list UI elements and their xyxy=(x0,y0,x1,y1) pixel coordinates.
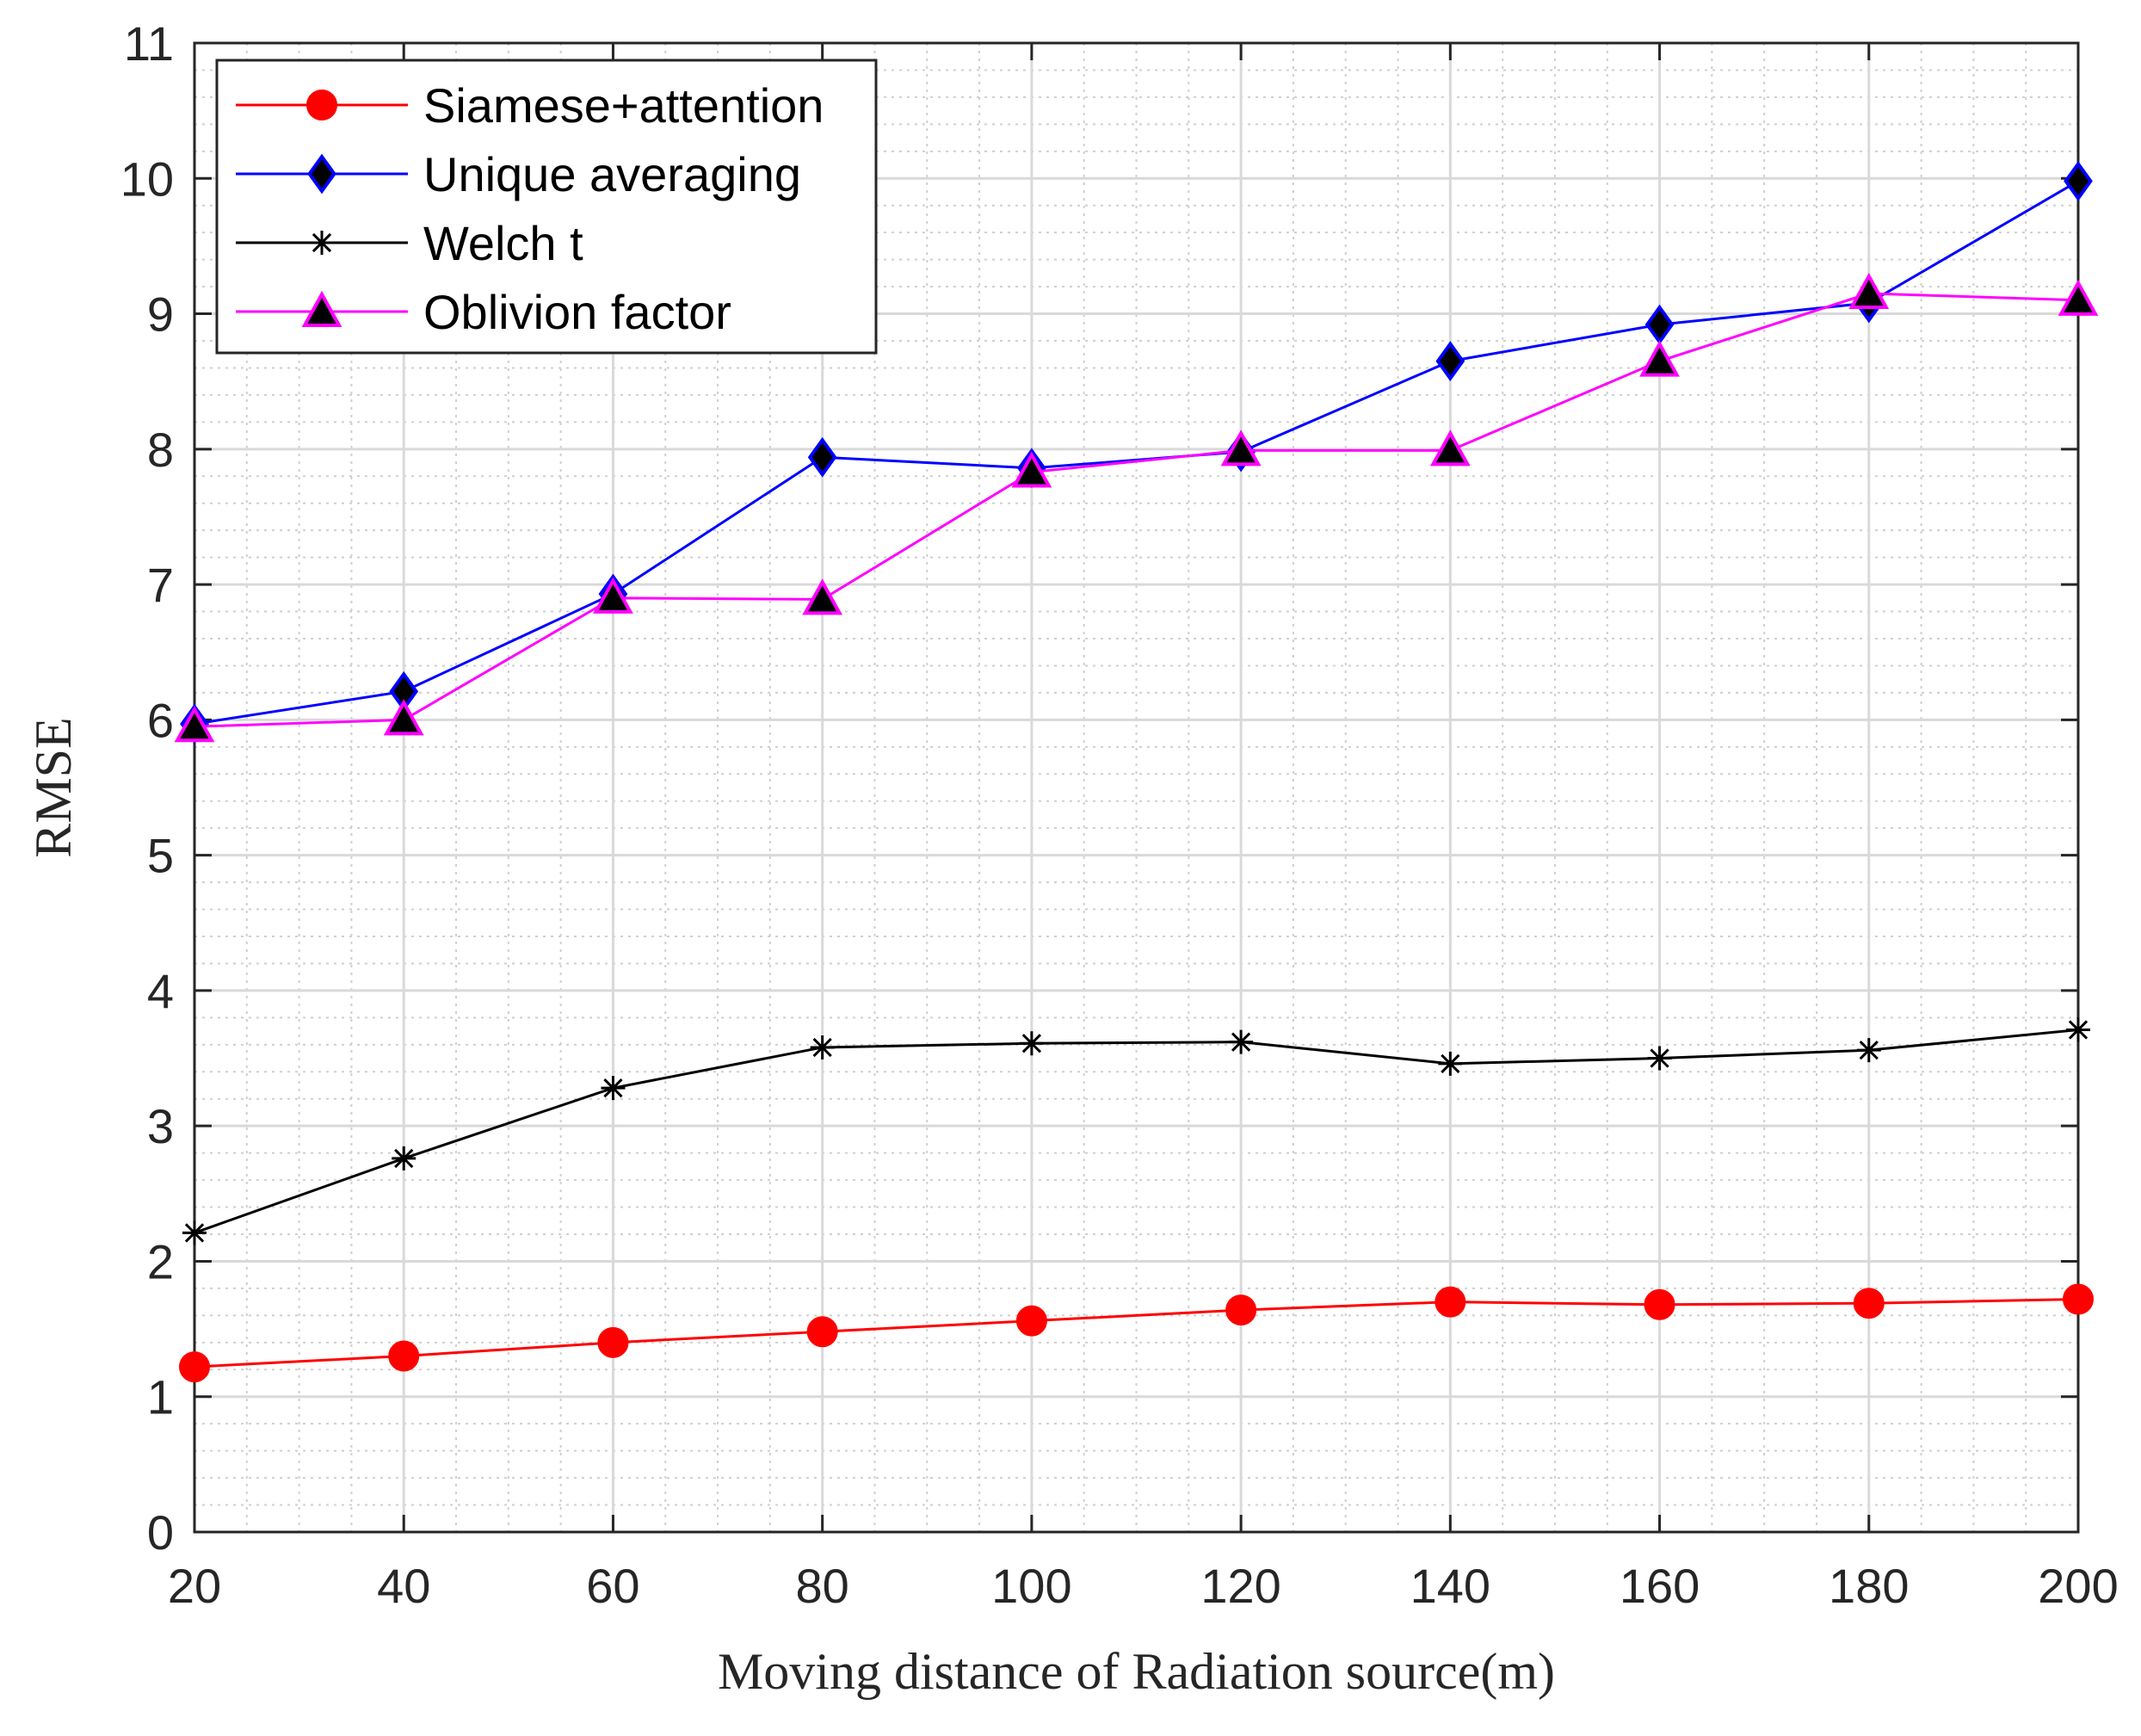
y-tick-label: 10 xyxy=(120,151,174,206)
data-point-marker xyxy=(2063,1283,2094,1315)
y-tick-label: 2 xyxy=(147,1234,174,1288)
x-tick-label: 20 xyxy=(168,1559,221,1613)
legend-item: Siamese+attention xyxy=(236,78,824,133)
series-siamese-attention xyxy=(179,1283,2094,1383)
legend-label: Oblivion factor xyxy=(423,285,731,339)
y-tick-label: 6 xyxy=(147,693,174,747)
data-point-marker xyxy=(1229,1029,1254,1054)
tick-marks xyxy=(193,41,2080,1534)
data-point-marker xyxy=(1644,1288,1675,1320)
data-point-marker xyxy=(2066,1017,2090,1042)
series-layer xyxy=(174,160,2099,1383)
x-tick-label: 180 xyxy=(1829,1559,1909,1613)
data-point-marker xyxy=(1429,429,1471,466)
x-tick-label: 100 xyxy=(991,1559,1071,1613)
data-point-marker xyxy=(1015,1305,1047,1337)
plot-area-border xyxy=(193,41,2080,1534)
y-tick-label: 9 xyxy=(147,287,174,342)
data-point-marker xyxy=(1019,1031,1044,1056)
data-point-marker xyxy=(1639,340,1680,377)
data-point-marker xyxy=(601,1076,626,1101)
legend-marker xyxy=(307,153,336,195)
legend-marker xyxy=(301,290,342,327)
data-point-marker xyxy=(1220,429,1262,466)
y-tick-label: 1 xyxy=(147,1370,174,1424)
y-tick-label: 8 xyxy=(147,423,174,477)
data-point-marker xyxy=(597,1326,629,1358)
legend: Siamese+attention Unique averaging Welch t… xyxy=(215,59,878,355)
legend-marker xyxy=(310,231,334,255)
data-point-marker xyxy=(392,1146,416,1171)
data-point-marker xyxy=(810,1035,835,1060)
x-tick-label: 140 xyxy=(1410,1559,1490,1613)
x-tick-label: 120 xyxy=(1200,1559,1280,1613)
y-axis-title: RMSE xyxy=(25,717,82,857)
data-point-marker xyxy=(1225,1294,1257,1326)
x-tick-label: 160 xyxy=(1620,1559,1700,1613)
series-line xyxy=(194,1029,2079,1234)
data-point-marker xyxy=(2064,160,2093,201)
data-point-marker xyxy=(1435,1286,1466,1318)
data-point-marker xyxy=(802,578,843,615)
series-oblivion-factor xyxy=(174,272,2099,743)
data-point-marker xyxy=(179,1351,210,1383)
data-point-marker xyxy=(1853,1288,1885,1319)
x-tick-label: 200 xyxy=(2038,1559,2118,1613)
data-point-marker xyxy=(2058,279,2099,316)
legend-label: Welch t xyxy=(423,216,583,270)
data-point-marker xyxy=(1435,341,1465,382)
x-tick-label: 80 xyxy=(796,1559,849,1613)
data-point-marker xyxy=(1011,451,1052,488)
legend-item: Oblivion factor xyxy=(236,285,731,339)
y-tick-label: 0 xyxy=(147,1505,174,1560)
series-line xyxy=(194,1297,2079,1368)
data-point-marker xyxy=(1438,1051,1463,1076)
data-point-marker xyxy=(1647,1046,1672,1071)
data-point-marker xyxy=(593,577,633,614)
legend-label: Unique averaging xyxy=(423,147,801,201)
series-line xyxy=(194,292,2079,728)
legend-marker xyxy=(306,90,337,120)
x-axis-title: Moving distance of Radiation source(m) xyxy=(718,1643,1555,1700)
data-point-marker xyxy=(806,1316,838,1348)
data-point-marker xyxy=(383,699,424,736)
data-point-marker xyxy=(1848,272,1890,309)
data-point-marker xyxy=(807,436,837,478)
series-welch-t xyxy=(182,1017,2090,1245)
x-tick-label: 60 xyxy=(586,1559,639,1613)
data-point-marker xyxy=(388,1340,420,1372)
y-tick-label: 7 xyxy=(147,558,174,612)
legend-item: Welch t xyxy=(236,216,583,270)
series-line xyxy=(194,180,2079,726)
y-tick-label: 4 xyxy=(147,964,174,1018)
y-tick-label: 11 xyxy=(124,16,174,71)
x-tick-label: 40 xyxy=(377,1559,430,1613)
legend-label: Siamese+attention xyxy=(423,78,824,133)
legend-item: Unique averaging xyxy=(236,147,801,201)
data-point-marker xyxy=(174,706,215,743)
data-point-marker xyxy=(1856,1038,1881,1063)
y-tick-labels: 0 1 2 3 4 5 6 7 8 9 10 11 xyxy=(120,16,174,1560)
data-point-marker xyxy=(182,1220,207,1245)
y-tick-label: 3 xyxy=(147,1099,174,1153)
x-tick-labels: 20 40 60 80 100 120 140 160 180 200 xyxy=(168,1559,2119,1613)
y-tick-label: 5 xyxy=(147,829,174,883)
